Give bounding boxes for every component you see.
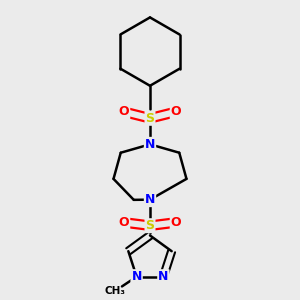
Text: O: O [119,216,129,229]
Text: S: S [146,112,154,125]
Text: S: S [146,219,154,232]
Text: N: N [131,270,142,283]
Text: O: O [119,105,129,118]
Text: CH₃: CH₃ [105,286,126,296]
Text: N: N [145,138,155,151]
Text: N: N [145,193,155,206]
Text: N: N [158,270,169,283]
Text: O: O [171,216,181,229]
Text: O: O [171,105,181,118]
